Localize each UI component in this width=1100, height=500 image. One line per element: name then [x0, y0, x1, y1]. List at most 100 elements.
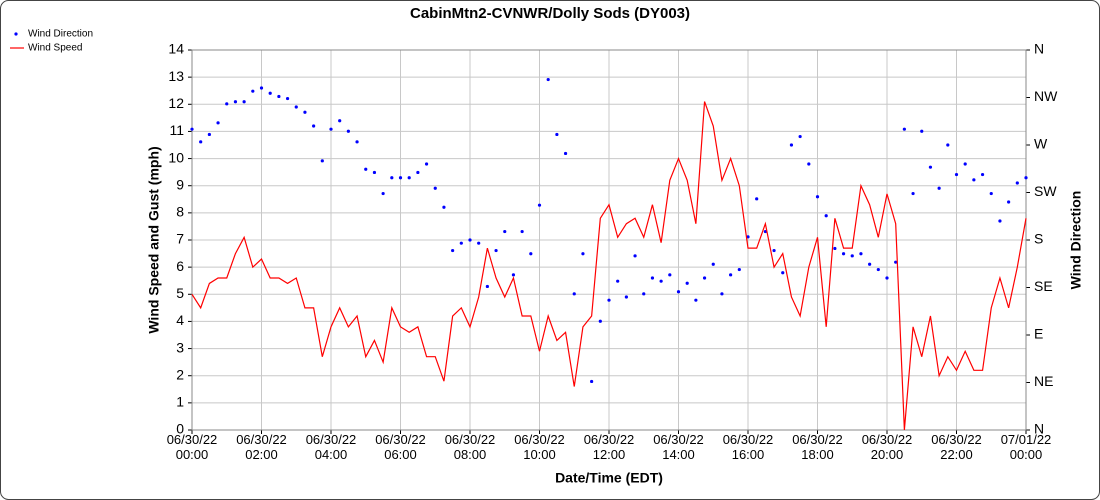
- y-tick-label: 1: [176, 394, 184, 410]
- direction-point: [529, 252, 533, 256]
- direction-point: [598, 319, 602, 323]
- direction-point: [242, 100, 246, 104]
- direction-point: [711, 262, 715, 266]
- direction-point: [346, 129, 350, 133]
- direction-point: [998, 219, 1002, 223]
- direction-point: [251, 89, 255, 93]
- y-tick-label: 7: [176, 231, 184, 247]
- direction-point: [398, 176, 403, 180]
- x-tick-label: 06/30/22 22:00: [931, 432, 982, 462]
- direction-point: [494, 248, 498, 253]
- direction-point: [364, 167, 368, 171]
- direction-point: [789, 143, 794, 147]
- y-tick-label: 6: [176, 258, 184, 274]
- direction-point: [477, 241, 481, 245]
- direction-point: [642, 292, 646, 296]
- x-tick-label: 06/30/22 16:00: [723, 432, 774, 462]
- direction-point: [850, 254, 854, 258]
- direction-point: [737, 267, 741, 272]
- y2-tick-label: NE: [1034, 373, 1053, 389]
- direction-point: [268, 91, 272, 95]
- direction-point: [277, 94, 281, 99]
- y-tick-label: 11: [169, 122, 184, 138]
- direction-point: [894, 260, 898, 264]
- direction-point: [650, 276, 655, 280]
- direction-point: [590, 379, 594, 384]
- direction-point: [807, 162, 811, 166]
- x-tick-label: 06/30/22 12:00: [584, 432, 635, 462]
- direction-point: [207, 132, 211, 137]
- direction-point: [233, 100, 238, 104]
- direction-point: [546, 77, 550, 82]
- direction-point: [459, 241, 463, 245]
- x-tick-label: 06/30/22 02:00: [236, 432, 287, 462]
- direction-point: [920, 129, 924, 133]
- direction-point: [199, 140, 203, 144]
- y-tick-label: 0: [176, 421, 184, 437]
- direction-point: [312, 124, 316, 128]
- direction-point: [451, 248, 455, 253]
- direction-point: [520, 229, 524, 234]
- y2-axis-label: Wind Direction: [1068, 191, 1084, 290]
- y-tick-label: 12: [168, 95, 184, 111]
- direction-point: [407, 176, 411, 180]
- direction-point: [946, 143, 950, 147]
- y-tick-label: 4: [176, 312, 184, 328]
- direction-point: [746, 235, 750, 239]
- legend-label: Wind Direction: [28, 29, 93, 40]
- x-tick-label: 06/30/22 08:00: [445, 432, 496, 462]
- direction-point: [876, 267, 880, 272]
- direction-point: [980, 172, 985, 177]
- direction-point: [798, 134, 802, 139]
- direction-point: [668, 273, 672, 277]
- direction-point: [442, 205, 446, 209]
- legend-label: Wind Speed: [28, 43, 82, 54]
- y-axis-label: Wind Speed and Gust (mph): [146, 146, 162, 333]
- y-tick-label: 2: [176, 366, 184, 382]
- x-tick-label: 06/30/22 06:00: [375, 432, 426, 462]
- direction-point: [729, 273, 733, 277]
- direction-point: [972, 178, 976, 182]
- y-tick-label: 10: [168, 149, 184, 165]
- direction-point: [329, 127, 333, 131]
- y-tick-label: 9: [176, 176, 184, 192]
- x-tick-label: 06/30/22 10:00: [514, 432, 565, 462]
- direction-point: [633, 254, 637, 258]
- y-tick-label: 13: [168, 68, 184, 84]
- direction-point: [1007, 200, 1011, 204]
- direction-point: [572, 292, 576, 296]
- y2-tick-label: S: [1034, 231, 1043, 247]
- y2-tick-label: SE: [1034, 278, 1053, 294]
- direction-point: [868, 262, 872, 266]
- y2-tick-label: NW: [1034, 88, 1058, 104]
- direction-point: [485, 284, 489, 289]
- direction-point: [616, 279, 620, 283]
- speed-line: [191, 101, 1027, 431]
- direction-point: [685, 281, 689, 285]
- y2-tick-label: SW: [1034, 183, 1057, 199]
- direction-point: [424, 162, 429, 166]
- direction-point: [503, 229, 507, 234]
- direction-point: [468, 238, 472, 242]
- legend-marker: [14, 32, 18, 36]
- direction-point: [537, 203, 542, 207]
- direction-point: [190, 127, 194, 131]
- direction-point: [781, 271, 785, 275]
- direction-point: [285, 96, 290, 101]
- direction-point: [1024, 176, 1028, 180]
- direction-point: [624, 295, 628, 299]
- chart-title: CabinMtn2-CVNWR/Dolly Sods (DY003): [410, 5, 690, 22]
- y-tick-label: 14: [168, 41, 184, 57]
- direction-point: [702, 276, 707, 280]
- y2-tick-label: W: [1034, 136, 1048, 152]
- direction-point: [338, 119, 342, 123]
- x-tick-label: 06/30/22 04:00: [306, 432, 357, 462]
- direction-point: [433, 186, 437, 190]
- direction-point: [563, 151, 568, 156]
- direction-point: [963, 162, 967, 166]
- direction-point: [694, 298, 698, 302]
- y2-tick-label: N: [1034, 421, 1044, 437]
- direction-point: [511, 273, 516, 277]
- direction-point: [381, 191, 385, 196]
- direction-point: [841, 252, 846, 256]
